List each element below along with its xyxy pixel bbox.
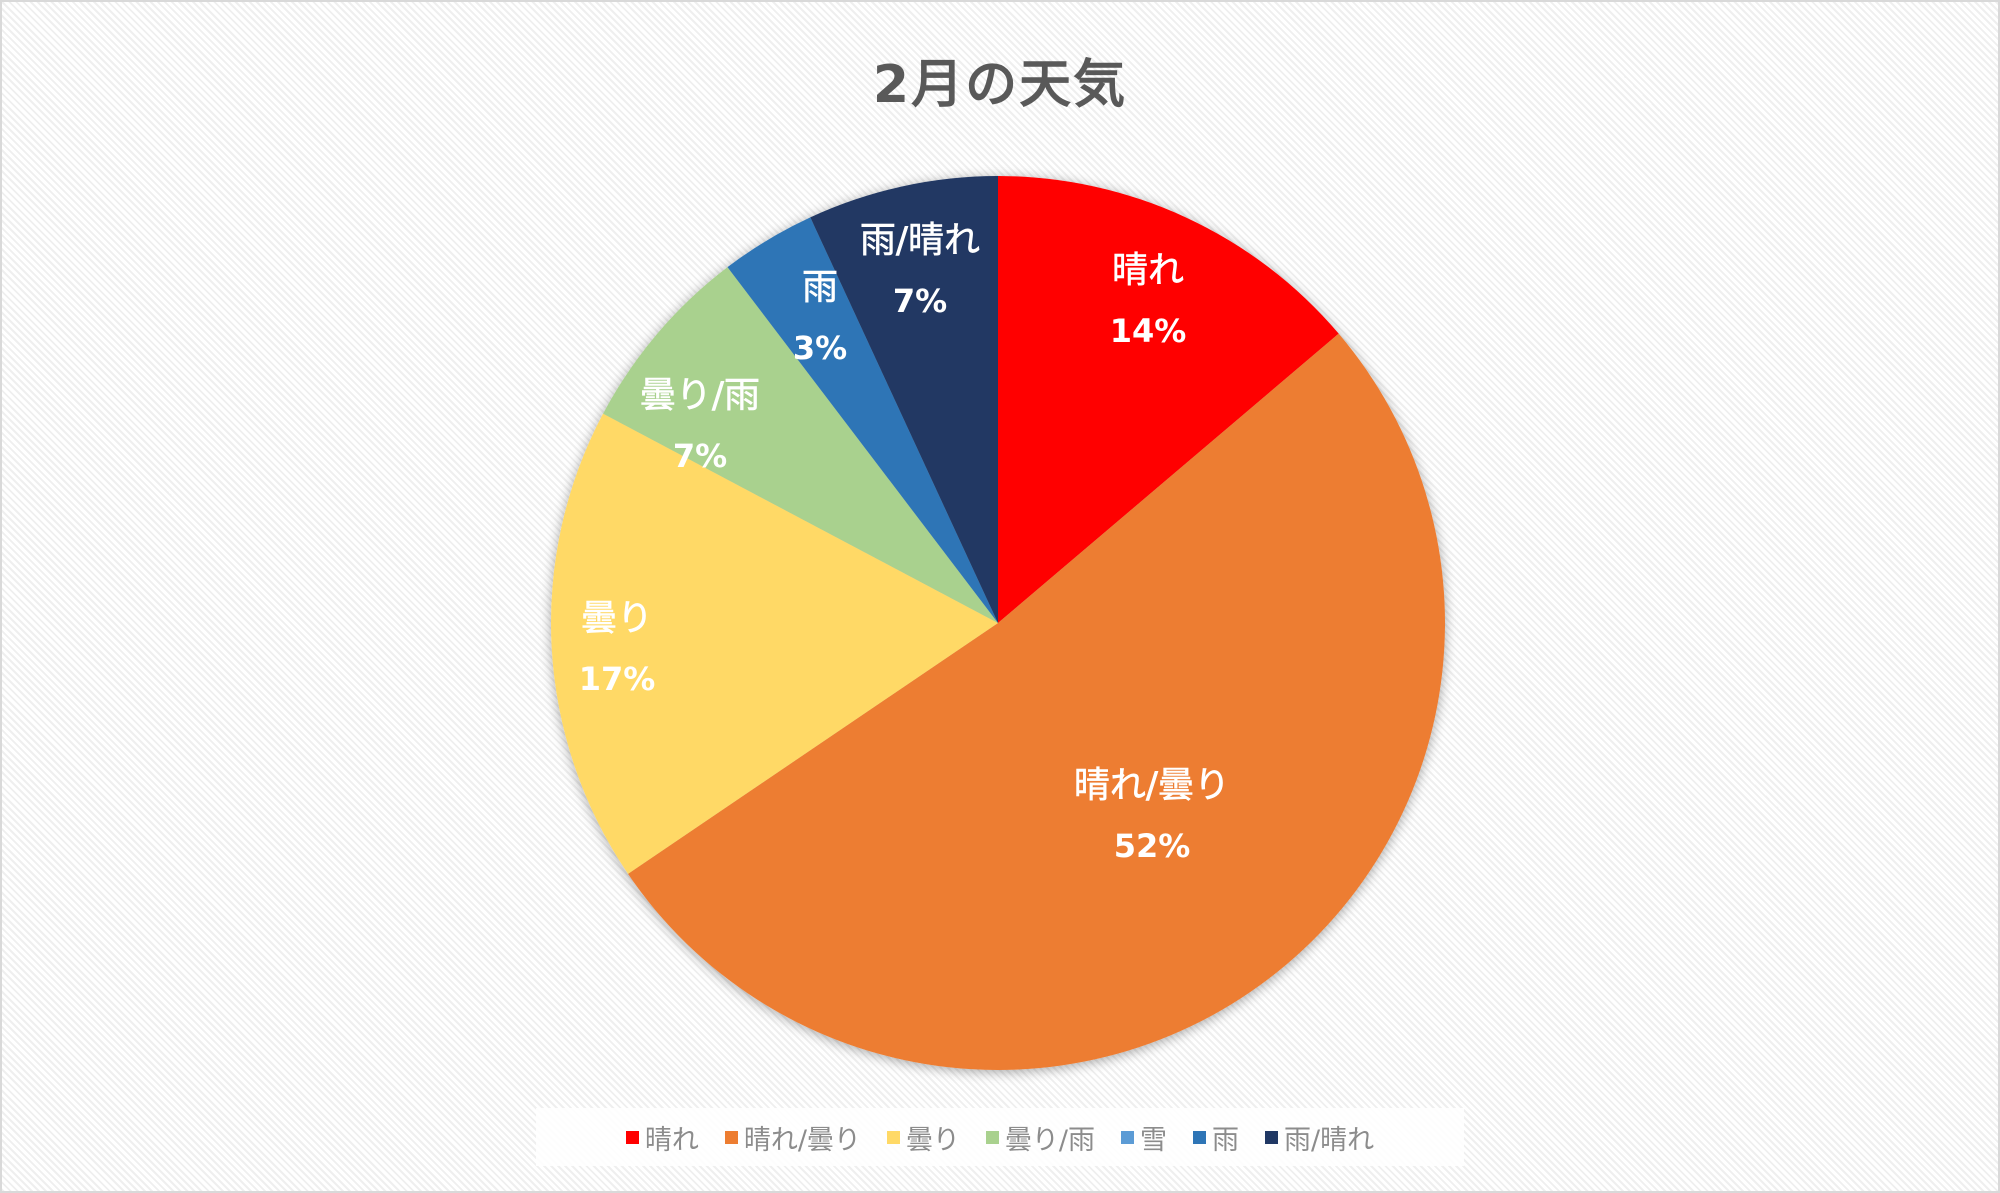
data-label-percent: 14% xyxy=(1109,312,1187,350)
data-label-sunny-cloudy: 晴れ/曇り 52% xyxy=(1073,765,1231,865)
data-label-cloudy-rain: 曇り/雨 7% xyxy=(639,375,761,475)
pie-slice xyxy=(810,176,998,623)
pie-slice xyxy=(628,333,1445,1070)
legend-item-sunny: 晴れ xyxy=(625,1118,699,1157)
data-label-percent: 52% xyxy=(1113,827,1191,865)
legend-swatch xyxy=(886,1130,900,1144)
chart-title: 2月の天気 xyxy=(872,55,1128,115)
chart-legend: 晴れ 晴れ/曇り 曇り 曇り/雨 雪 雨 雨/晴れ xyxy=(536,1108,1464,1166)
legend-item-snow: 雪 xyxy=(1121,1118,1167,1157)
legend-swatch xyxy=(985,1130,999,1144)
legend-item-rain-sunny: 雨/晴れ xyxy=(1265,1118,1374,1157)
data-label-rain: 雨 3% xyxy=(792,267,848,367)
data-label-percent: 17% xyxy=(578,660,656,698)
pie-slice xyxy=(998,176,1339,623)
data-label-percent: 7% xyxy=(672,437,728,475)
pie-slice xyxy=(727,217,998,623)
legend-label: 雨 xyxy=(1212,1124,1240,1156)
legend-item-cloudy: 曇り xyxy=(886,1118,960,1157)
data-label-name: 雨 xyxy=(801,267,839,308)
legend-swatch xyxy=(1265,1130,1279,1144)
data-label-percent: 7% xyxy=(892,282,948,320)
legend-swatch xyxy=(1121,1130,1135,1144)
legend-label: 曇り xyxy=(905,1124,960,1156)
pie-slice xyxy=(550,413,998,874)
data-label-name: 曇り xyxy=(580,598,654,639)
legend-label: 曇り/雨 xyxy=(1004,1124,1096,1156)
data-label-cloudy: 曇り 17% xyxy=(578,598,656,698)
legend-item-cloudy-rain: 曇り/雨 xyxy=(985,1118,1096,1157)
data-label-name: 雨/晴れ xyxy=(859,220,981,261)
pie-slice xyxy=(603,267,998,623)
data-label-percent: 3% xyxy=(792,329,848,367)
data-label-sunny: 晴れ 14% xyxy=(1109,250,1187,350)
legend-label: 晴れ/曇り xyxy=(743,1124,861,1156)
data-label-name: 晴れ/曇り xyxy=(1073,765,1231,806)
legend-swatch xyxy=(1193,1130,1207,1144)
legend-label: 雨/晴れ xyxy=(1284,1124,1375,1156)
legend-swatch xyxy=(724,1130,738,1144)
legend-item-rain: 雨 xyxy=(1193,1118,1239,1157)
data-label-rain-sunny: 雨/晴れ 7% xyxy=(859,220,981,320)
data-label-name: 晴れ xyxy=(1111,250,1185,291)
legend-label: 晴れ xyxy=(644,1124,699,1156)
data-label-name: 曇り/雨 xyxy=(639,375,761,416)
legend-label: 雪 xyxy=(1140,1124,1168,1156)
legend-item-sunny-cloudy: 晴れ/曇り xyxy=(724,1118,861,1157)
legend-swatch xyxy=(625,1130,639,1144)
